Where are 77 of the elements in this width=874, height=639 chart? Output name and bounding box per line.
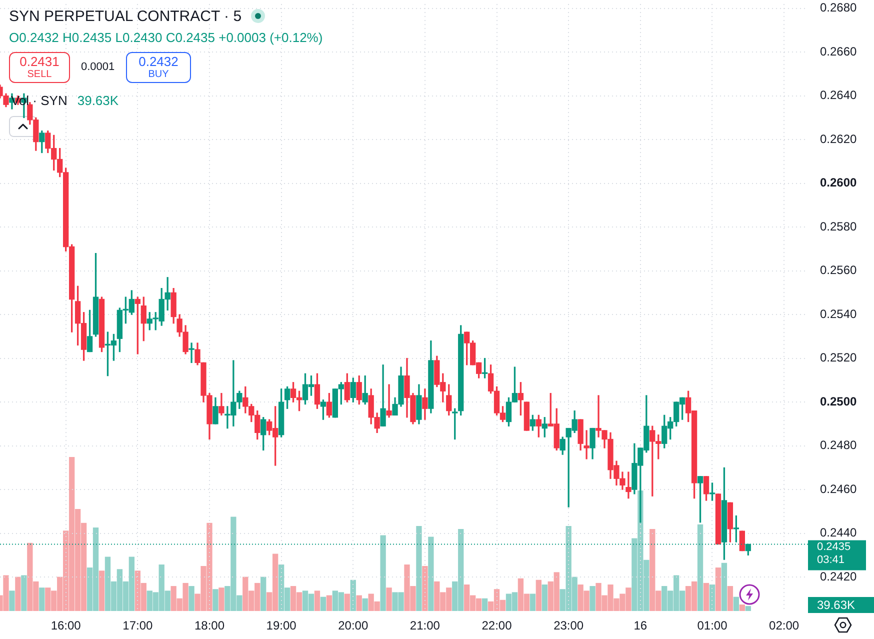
bar (703, 582, 710, 611)
x-tick-label: 17:00 (122, 618, 153, 633)
bar (428, 536, 434, 611)
y-tick-label: 0.2680 (820, 0, 858, 15)
text: 39.63K (808, 597, 874, 614)
y-tick-label: 0.2420 (820, 569, 858, 584)
bar (697, 524, 704, 611)
y-tick-label: 0.2440 (820, 526, 858, 540)
x-tick-label: 23:00 (554, 618, 584, 633)
annotation: SELL (26, 69, 53, 81)
x-tick-label: 19:00 (266, 618, 297, 633)
bar (362, 598, 368, 611)
bar (320, 596, 326, 611)
bar (188, 586, 194, 611)
bar (715, 568, 722, 611)
bar (98, 570, 105, 611)
text: O0.2432 H0.2435 L0.2430 C0.2435 +0.0003 (+0.12%) (9, 30, 323, 46)
bar (260, 576, 266, 611)
ref-line-label: 0.2435 03:41 (817, 541, 851, 566)
annotation: 0.0001 (81, 61, 115, 73)
x-tick-label: 16 (634, 618, 648, 633)
bar (314, 590, 320, 611)
y-tick-label: 0.2600 (820, 176, 858, 190)
bar (709, 584, 716, 611)
bar (422, 566, 428, 611)
y-tick-label: 0.2640 (820, 88, 858, 102)
bar (39, 588, 45, 611)
bar (536, 580, 542, 611)
candlestick (626, 472, 632, 499)
x-tick-label: 02:00 (769, 618, 800, 633)
annotation: BUY (147, 69, 170, 81)
chart-title: Vol · SYN (11, 93, 68, 108)
bar (9, 590, 15, 611)
bar (416, 526, 422, 611)
candlestick (188, 342, 194, 364)
bar (212, 589, 218, 611)
x-tick-label: 20:00 (338, 618, 368, 633)
bar (482, 598, 488, 611)
chart-title: SYN PERPETUAL CONTRACT · 5 (9, 8, 242, 24)
bar (15, 576, 21, 611)
bar (326, 595, 332, 611)
bar (530, 594, 536, 611)
order-button: 0.2432 BUY (126, 52, 191, 83)
bar (350, 580, 356, 611)
y-tick-label: 0.2540 (820, 306, 858, 321)
x-tick-label: 01:00 (697, 618, 728, 633)
bar (590, 586, 596, 611)
bar (356, 595, 362, 611)
bar (542, 584, 548, 611)
x-tick-label: 22:00 (482, 618, 512, 633)
candlestick (386, 384, 392, 418)
x-tick-label: 21:00 (410, 618, 440, 633)
y-tick-label: 0.2500 (820, 394, 858, 408)
bar (21, 575, 27, 611)
bar (218, 588, 224, 611)
bar (380, 535, 386, 611)
bar (745, 606, 751, 611)
text: 39.63K (77, 93, 119, 108)
bar (386, 588, 392, 611)
bar (727, 586, 734, 611)
y-tick-label: 0.2620 (820, 132, 858, 146)
candlestick (584, 430, 590, 460)
bar (344, 594, 350, 611)
bar (721, 562, 728, 611)
y-tick-label: 0.2580 (820, 219, 858, 234)
y-tick-label: 0.2560 (820, 263, 858, 278)
y-tick-label: 0.2520 (820, 350, 858, 365)
bar (739, 604, 745, 611)
y-tick-label: 0.2460 (820, 482, 858, 496)
order-button: 0.2431 SELL (9, 52, 70, 83)
annotation: 0.2431 (18, 54, 60, 69)
annotation: 0.2432 (138, 54, 180, 69)
y-tick-label: 0.2660 (820, 44, 858, 58)
x-tick-label: 18:00 (194, 618, 225, 633)
y-tick-label: 0.2480 (820, 438, 858, 452)
bar (3, 575, 9, 611)
x-tick-label: 16:00 (50, 618, 82, 633)
